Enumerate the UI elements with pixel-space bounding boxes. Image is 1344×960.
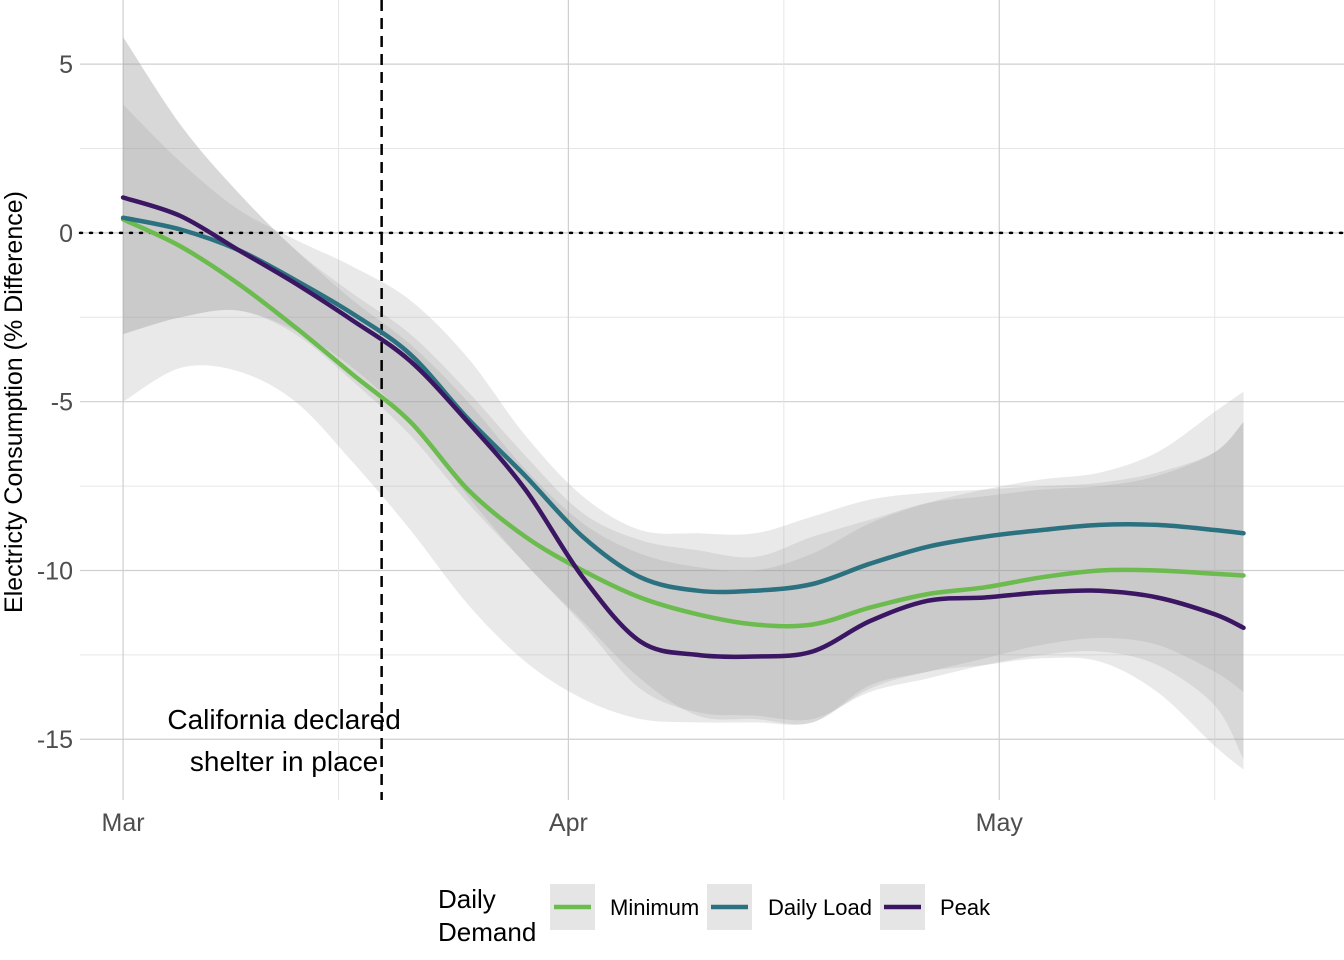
reference-lines	[78, 0, 1344, 800]
grid-layer	[80, 0, 1344, 800]
y-tick-label: -5	[51, 389, 73, 417]
series-line-peak	[120, 195, 1246, 660]
y-tick-label: 0	[59, 220, 73, 248]
legend-title: Daily	[438, 884, 496, 914]
y-tick-label: -10	[37, 557, 73, 585]
x-tick-label: Apr	[549, 809, 588, 837]
confidence-bands	[123, 37, 1244, 770]
annotation: California declared shelter in place	[167, 704, 400, 777]
y-tick-label: -15	[37, 726, 73, 754]
tick-labels: 5 0 -5 -10 -15 Mar Apr May	[37, 51, 1024, 837]
ci-band-minimum	[123, 37, 1244, 770]
legend-label: Daily Load	[768, 895, 872, 920]
legend-title: Demand	[438, 917, 536, 947]
ci-band-peak	[123, 37, 1244, 760]
annotation-line: shelter in place	[190, 746, 378, 777]
x-tick-label: Mar	[102, 809, 145, 837]
legend-label: Peak	[940, 895, 991, 920]
y-tick-label: 5	[59, 51, 73, 79]
series-lines	[120, 195, 1246, 660]
series-line-minimum	[120, 217, 1246, 629]
ci-band-daily-load	[123, 104, 1244, 725]
series-line-daily-load	[120, 215, 1246, 595]
x-tick-label: May	[976, 809, 1024, 837]
legend-label: Minimum	[610, 895, 699, 920]
y-axis-title: Electricty Consumption (% Difference)	[0, 191, 28, 613]
annotation-line: California declared	[167, 704, 400, 735]
